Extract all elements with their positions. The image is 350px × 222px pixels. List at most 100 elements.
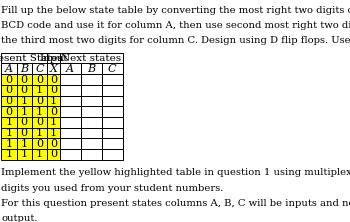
Bar bbox=[16, 149, 32, 160]
Text: 0: 0 bbox=[5, 107, 13, 117]
Bar bbox=[81, 139, 102, 149]
Text: B: B bbox=[20, 64, 28, 74]
Bar bbox=[102, 149, 122, 160]
Bar bbox=[32, 128, 47, 139]
Bar bbox=[47, 96, 60, 106]
Bar bbox=[1, 106, 16, 117]
Bar bbox=[1, 149, 16, 160]
Bar bbox=[16, 85, 32, 96]
Text: 1: 1 bbox=[5, 117, 13, 127]
Bar bbox=[102, 128, 122, 139]
Text: Input: Input bbox=[39, 54, 68, 63]
Text: 0: 0 bbox=[21, 128, 28, 138]
Text: 0: 0 bbox=[5, 75, 13, 85]
Bar bbox=[1, 74, 16, 85]
Bar bbox=[16, 96, 32, 106]
Bar bbox=[1, 85, 16, 96]
Text: A: A bbox=[66, 64, 74, 74]
Bar bbox=[81, 106, 102, 117]
Bar bbox=[16, 128, 32, 139]
Bar bbox=[32, 74, 47, 85]
Text: the third most two digits for column C. Design using D flip flops. Use K-map and: the third most two digits for column C. … bbox=[1, 36, 350, 45]
Bar bbox=[47, 117, 60, 128]
Text: 1: 1 bbox=[21, 139, 28, 149]
Bar bbox=[102, 117, 122, 128]
Text: X: X bbox=[50, 64, 57, 74]
Text: 0: 0 bbox=[36, 75, 43, 85]
Bar bbox=[47, 74, 60, 85]
Bar bbox=[60, 128, 81, 139]
Text: 0: 0 bbox=[36, 139, 43, 149]
Text: 0: 0 bbox=[36, 96, 43, 106]
Bar bbox=[81, 63, 102, 74]
Bar bbox=[60, 53, 122, 63]
Bar bbox=[32, 63, 47, 74]
Text: 1: 1 bbox=[50, 128, 57, 138]
Bar bbox=[81, 117, 102, 128]
Bar bbox=[32, 85, 47, 96]
Text: Present States: Present States bbox=[0, 54, 63, 63]
Text: 1: 1 bbox=[36, 149, 43, 159]
Bar bbox=[16, 139, 32, 149]
Bar bbox=[1, 53, 47, 63]
Text: BCD code and use it for column A, then use second most right two digits for colu: BCD code and use it for column A, then u… bbox=[1, 21, 350, 30]
Text: 1: 1 bbox=[50, 117, 57, 127]
Bar bbox=[47, 139, 60, 149]
Bar bbox=[32, 106, 47, 117]
Bar bbox=[60, 74, 81, 85]
Bar bbox=[102, 85, 122, 96]
Bar bbox=[1, 96, 16, 106]
Bar bbox=[16, 63, 32, 74]
Bar bbox=[102, 63, 122, 74]
Text: A: A bbox=[5, 64, 13, 74]
Text: 1: 1 bbox=[21, 149, 28, 159]
Text: Next states: Next states bbox=[61, 54, 121, 63]
Bar bbox=[102, 96, 122, 106]
Bar bbox=[60, 149, 81, 160]
Text: 0: 0 bbox=[5, 85, 13, 95]
Text: For this question present states columns A, B, C will be inputs and next state A: For this question present states columns… bbox=[1, 199, 350, 208]
Text: 1: 1 bbox=[36, 128, 43, 138]
Bar bbox=[102, 139, 122, 149]
Text: 0: 0 bbox=[5, 96, 13, 106]
Bar bbox=[81, 85, 102, 96]
Text: digits you used from your student numbers.: digits you used from your student number… bbox=[1, 184, 224, 192]
Bar bbox=[32, 139, 47, 149]
Bar bbox=[16, 117, 32, 128]
Bar bbox=[47, 128, 60, 139]
Text: 0: 0 bbox=[50, 75, 57, 85]
Text: 1: 1 bbox=[50, 96, 57, 106]
Bar bbox=[60, 85, 81, 96]
Bar bbox=[32, 117, 47, 128]
Text: 1: 1 bbox=[5, 149, 13, 159]
Bar bbox=[47, 63, 60, 74]
Bar bbox=[60, 117, 81, 128]
Text: 0: 0 bbox=[50, 85, 57, 95]
Bar bbox=[60, 139, 81, 149]
Bar bbox=[1, 128, 16, 139]
Bar bbox=[60, 106, 81, 117]
Text: C: C bbox=[35, 64, 44, 74]
Bar bbox=[60, 96, 81, 106]
Bar bbox=[47, 53, 60, 63]
Text: 0: 0 bbox=[21, 85, 28, 95]
Bar bbox=[32, 96, 47, 106]
Bar bbox=[81, 128, 102, 139]
Text: 1: 1 bbox=[36, 85, 43, 95]
Bar bbox=[1, 117, 16, 128]
Text: 1: 1 bbox=[21, 96, 28, 106]
Bar bbox=[1, 139, 16, 149]
Bar bbox=[81, 149, 102, 160]
Bar bbox=[1, 63, 16, 74]
Bar bbox=[47, 106, 60, 117]
Text: output.: output. bbox=[1, 214, 38, 222]
Text: 1: 1 bbox=[5, 128, 13, 138]
Text: 0: 0 bbox=[36, 117, 43, 127]
Text: C: C bbox=[108, 64, 117, 74]
Bar bbox=[60, 63, 81, 74]
Text: 1: 1 bbox=[5, 139, 13, 149]
Text: 0: 0 bbox=[21, 75, 28, 85]
Text: 0: 0 bbox=[50, 139, 57, 149]
Bar bbox=[16, 106, 32, 117]
Text: B: B bbox=[87, 64, 95, 74]
